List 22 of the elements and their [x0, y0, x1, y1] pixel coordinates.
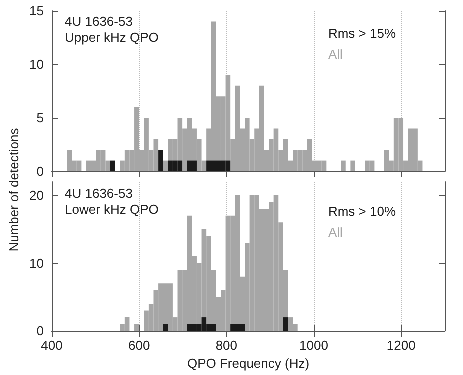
x-tick-label: 800: [216, 338, 238, 354]
text: All: [328, 47, 344, 62]
y-tick-label: 0: [36, 164, 44, 179]
text: Lower kHz QPO: [65, 202, 159, 217]
x-tick-label: 600: [128, 338, 150, 354]
text: Rms > 10%: [328, 204, 396, 219]
x-tick-label: 1000: [300, 338, 328, 354]
y-tick-label: 10: [30, 256, 44, 271]
chart-title: 4U 1636-53: [65, 14, 133, 29]
text: All: [328, 225, 344, 240]
chart-title: 4U 1636-53: [65, 186, 133, 201]
y-tick-label: 20: [30, 188, 44, 204]
x-tick-label: 1200: [386, 338, 416, 354]
y-tick-label: 0: [36, 324, 44, 339]
y-tick-label: 5: [36, 110, 44, 126]
y-tick-label: 10: [30, 57, 44, 72]
text: Rms > 15%: [328, 26, 396, 41]
x-axis-title: QPO Frequency (Hz): [187, 356, 310, 371]
y-tick-label: 15: [30, 4, 44, 18]
x-tick-label: 400: [41, 338, 63, 354]
text: Upper kHz QPO: [65, 30, 159, 45]
y-axis-title: Number of detections: [6, 128, 22, 252]
